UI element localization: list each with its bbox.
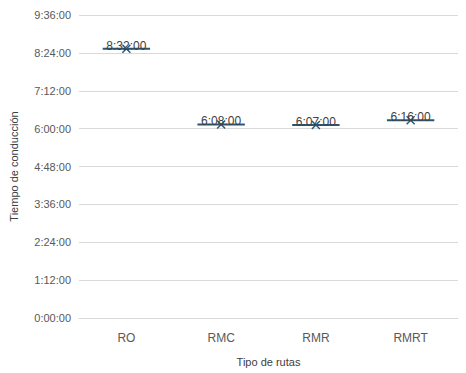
svg-text:RO: RO [117, 331, 135, 345]
svg-text:Tipo de rutas: Tipo de rutas [237, 356, 301, 368]
svg-text:2:24:00: 2:24:00 [34, 236, 71, 248]
svg-text:8:32:00: 8:32:00 [106, 39, 146, 53]
svg-text:RMC: RMC [207, 331, 235, 345]
svg-text:9:36:00: 9:36:00 [34, 9, 71, 21]
svg-text:8:24:00: 8:24:00 [34, 47, 71, 59]
svg-text:6:16:00: 6:16:00 [391, 110, 431, 124]
svg-text:RMRT: RMRT [393, 331, 428, 345]
svg-text:6:00:00: 6:00:00 [34, 123, 71, 135]
svg-text:1:12:00: 1:12:00 [34, 274, 71, 286]
svg-text:Tiempo de conducción: Tiempo de conducción [8, 111, 20, 221]
svg-text:4:48:00: 4:48:00 [34, 161, 71, 173]
svg-text:6:07:00: 6:07:00 [296, 115, 336, 129]
svg-text:3:36:00: 3:36:00 [34, 198, 71, 210]
svg-text:7:12:00: 7:12:00 [34, 85, 71, 97]
svg-text:RMR: RMR [302, 331, 330, 345]
svg-text:0:00:00: 0:00:00 [34, 312, 71, 324]
svg-text:6:08:00: 6:08:00 [201, 114, 241, 128]
